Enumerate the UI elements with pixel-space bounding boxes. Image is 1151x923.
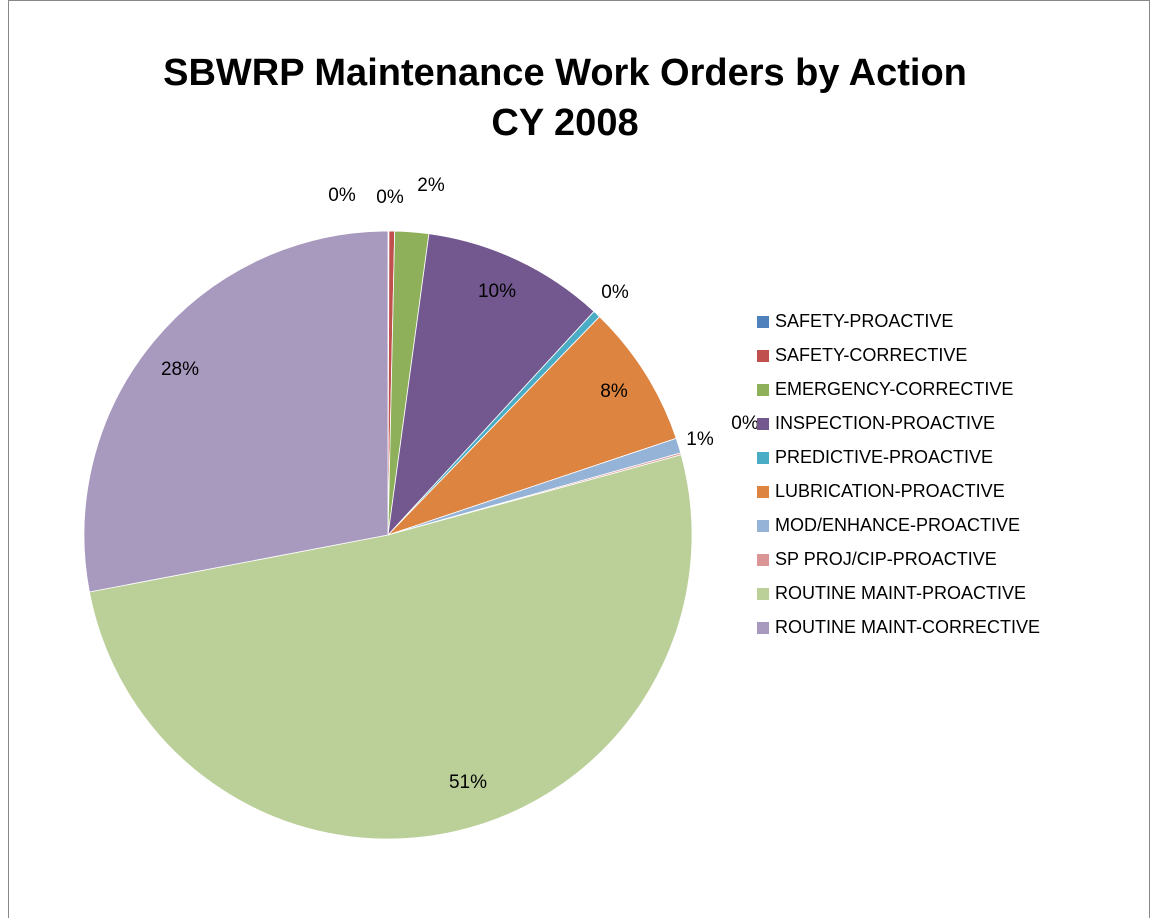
pie-slice	[88, 454, 693, 840]
legend-swatch	[757, 350, 769, 362]
data-label: 0%	[328, 185, 356, 206]
legend-swatch	[757, 520, 769, 532]
data-label: 0%	[601, 282, 629, 303]
legend-swatch	[757, 588, 769, 600]
legend-label: ROUTINE MAINT-PROACTIVE	[775, 583, 1026, 603]
legend-swatch	[757, 384, 769, 396]
legend-label: PREDICTIVE-PROACTIVE	[775, 447, 993, 467]
data-label: 8%	[600, 381, 628, 402]
legend-label: ROUTINE MAINT-CORRECTIVE	[775, 617, 1040, 637]
chart-subtitle: CY 2008	[491, 102, 638, 144]
legend-swatch	[757, 486, 769, 498]
legend-label: INSPECTION-PROACTIVE	[775, 413, 995, 433]
legend-swatch	[757, 418, 769, 430]
data-label: 0%	[731, 413, 759, 434]
legend-label: SP PROJ/CIP-PROACTIVE	[775, 549, 997, 569]
data-label: 0%	[376, 187, 404, 208]
pie-slice	[387, 233, 595, 537]
legend-label: MOD/ENHANCE-PROACTIVE	[775, 515, 1020, 535]
legend-swatch	[757, 452, 769, 464]
pie-slice	[83, 230, 389, 593]
legend-swatch	[757, 554, 769, 566]
legend-label: SAFETY-CORRECTIVE	[775, 345, 967, 365]
chart-title: SBWRP Maintenance Work Orders by Action	[163, 52, 967, 94]
data-label: 1%	[686, 429, 714, 450]
legend-label: LUBRICATION-PROACTIVE	[775, 481, 1005, 501]
pie-slice	[387, 316, 677, 536]
legend-swatch	[757, 316, 769, 328]
legend-label: SAFETY-PROACTIVE	[775, 311, 953, 331]
data-label: 51%	[449, 772, 487, 793]
legend-swatch	[757, 622, 769, 634]
data-label: 2%	[417, 175, 445, 196]
data-label: 10%	[478, 281, 516, 302]
data-label: 28%	[161, 359, 199, 380]
legend-label: EMERGENCY-CORRECTIVE	[775, 379, 1013, 399]
